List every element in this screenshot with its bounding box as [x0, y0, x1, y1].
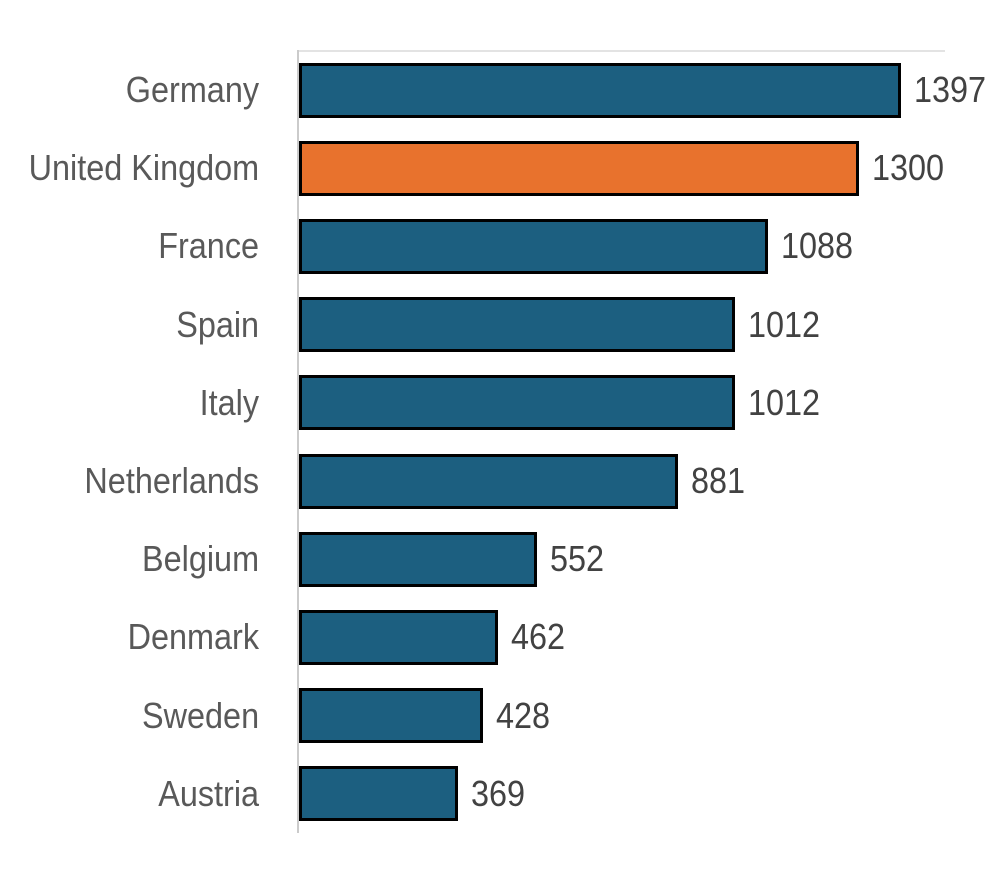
- value-label: 369: [470, 772, 525, 814]
- chart-row: Italy 1012: [0, 364, 998, 442]
- category-label: United Kingdom: [28, 147, 259, 189]
- category-label: Netherlands: [84, 460, 259, 502]
- category-label: Spain: [176, 303, 259, 345]
- category-label: Austria: [158, 772, 259, 814]
- bar: [299, 62, 901, 118]
- category-label: Italy: [199, 381, 259, 423]
- chart-row: Sweden 428: [0, 677, 998, 755]
- value-label: 462: [510, 616, 566, 658]
- category-label-cell: Netherlands: [0, 463, 279, 499]
- bar: [299, 531, 537, 587]
- category-label-cell: Spain: [0, 303, 279, 345]
- category-label-cell: Denmark: [0, 619, 279, 655]
- category-label: Denmark: [127, 616, 259, 658]
- bar: [299, 453, 679, 509]
- value-label: 1300: [871, 147, 944, 189]
- plot-area-top-border: [297, 50, 945, 52]
- chart-row: Netherlands 881: [0, 442, 998, 520]
- value-label: 1397: [913, 69, 986, 111]
- chart-row: Germany 1397: [0, 51, 998, 129]
- chart-row: United Kingdom 1300: [0, 129, 998, 207]
- bar: [299, 766, 458, 822]
- chart-row: Spain 1012: [0, 286, 998, 364]
- value-label: 552: [549, 538, 604, 580]
- category-label: Belgium: [141, 538, 259, 580]
- value-label: 1088: [780, 225, 853, 267]
- chart-rows: Germany 1397 United Kingdom 1300 France 1088 S…: [0, 51, 998, 833]
- category-label-cell: Sweden: [0, 694, 279, 736]
- bar-highlighted: [299, 140, 859, 196]
- category-axis-line: [297, 50, 299, 833]
- chart-row: France 1088: [0, 207, 998, 285]
- bar: [299, 218, 768, 274]
- bar: [299, 297, 735, 353]
- chart-row: Belgium 552: [0, 520, 998, 598]
- category-label-cell: Italy: [0, 381, 279, 423]
- value-label: 881: [691, 460, 746, 502]
- category-label-cell: Germany: [0, 72, 279, 108]
- category-label: Germany: [125, 69, 259, 111]
- category-label-cell: France: [0, 228, 279, 264]
- bar: [299, 609, 498, 665]
- value-label: 1012: [747, 381, 820, 423]
- chart-row: Denmark 462: [0, 598, 998, 676]
- category-label-cell: Austria: [0, 772, 279, 814]
- category-label: France: [158, 225, 259, 267]
- category-label: Sweden: [141, 694, 259, 736]
- value-label: 1012: [747, 303, 820, 345]
- bar: [299, 688, 484, 744]
- chart-row: Austria 369: [0, 755, 998, 833]
- category-label-cell: Belgium: [0, 541, 279, 577]
- value-label: 428: [496, 694, 551, 736]
- bar: [299, 375, 735, 431]
- category-label-cell: United Kingdom: [0, 150, 279, 186]
